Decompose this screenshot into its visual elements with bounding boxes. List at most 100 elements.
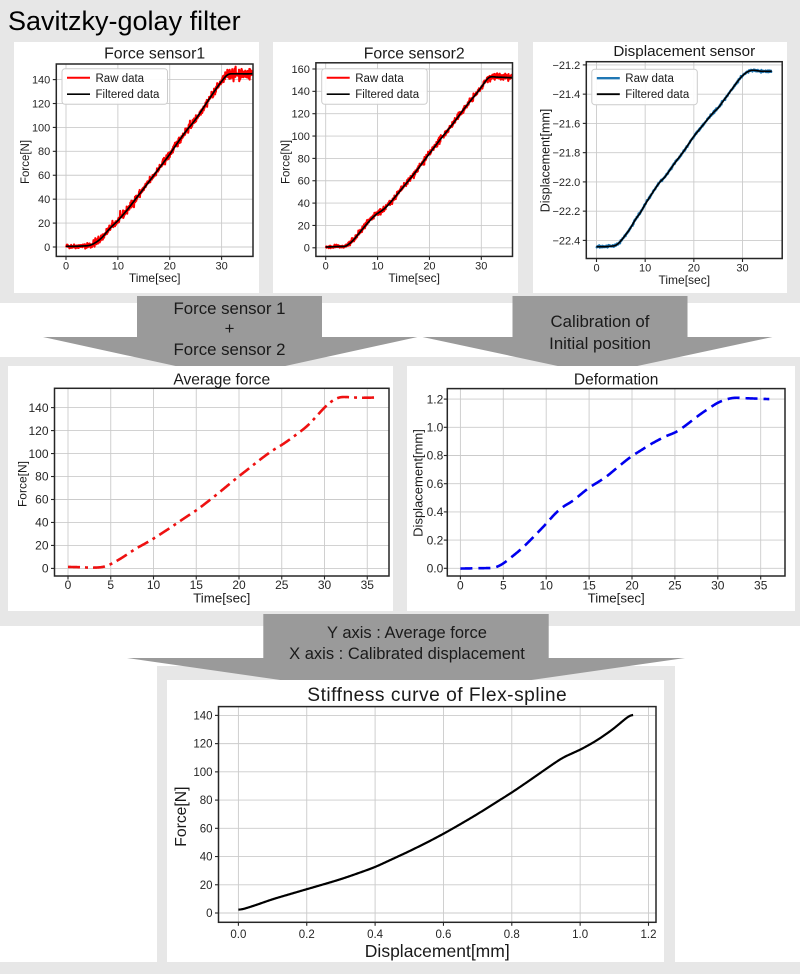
svg-text:Time[sec]: Time[sec] — [193, 591, 250, 606]
svg-text:80: 80 — [298, 153, 310, 165]
svg-text:10: 10 — [371, 260, 383, 272]
svg-text:0: 0 — [593, 262, 599, 274]
svg-text:40: 40 — [200, 852, 213, 864]
svg-text:140: 140 — [28, 401, 48, 415]
svg-text:120: 120 — [28, 424, 48, 438]
svg-text:0: 0 — [63, 260, 69, 272]
svg-text:0.2: 0.2 — [427, 533, 444, 547]
svg-text:20: 20 — [232, 578, 246, 592]
svg-text:25: 25 — [668, 579, 682, 593]
svg-text:0.0: 0.0 — [427, 562, 444, 576]
svg-text:140: 140 — [32, 74, 50, 86]
svg-text:35: 35 — [754, 579, 768, 593]
svg-text:160: 160 — [292, 64, 310, 76]
svg-text:Force[N]: Force[N] — [173, 787, 190, 847]
svg-text:−21.8: −21.8 — [552, 148, 580, 160]
svg-text:20: 20 — [164, 260, 176, 272]
svg-text:35: 35 — [361, 578, 375, 592]
svg-text:20: 20 — [688, 262, 700, 274]
svg-text:Force[N]: Force[N] — [20, 140, 32, 184]
svg-text:−21.2: −21.2 — [552, 60, 580, 72]
svg-text:−22.2: −22.2 — [552, 206, 580, 218]
svg-text:Raw data: Raw data — [355, 73, 404, 85]
svg-text:0.4: 0.4 — [427, 505, 444, 519]
svg-text:80: 80 — [200, 795, 213, 807]
svg-text:10: 10 — [540, 579, 554, 593]
svg-text:0.4: 0.4 — [367, 929, 384, 941]
svg-text:20: 20 — [423, 260, 435, 272]
svg-text:0.8: 0.8 — [427, 449, 444, 463]
svg-text:140: 140 — [193, 710, 212, 722]
svg-text:Time[sec]: Time[sec] — [129, 271, 181, 285]
svg-text:0.6: 0.6 — [435, 929, 451, 941]
svg-text:100: 100 — [292, 131, 310, 143]
svg-text:60: 60 — [298, 176, 310, 188]
svg-text:30: 30 — [215, 260, 227, 272]
svg-text:0: 0 — [42, 562, 49, 576]
svg-text:Stiffness curve of Flex-spline: Stiffness curve of Flex-spline — [307, 685, 567, 706]
svg-text:Filtered data: Filtered data — [355, 89, 420, 101]
svg-text:10: 10 — [147, 578, 161, 592]
svg-text:Time[sec]: Time[sec] — [658, 273, 710, 287]
svg-text:5: 5 — [107, 578, 114, 592]
svg-text:Force sensor1: Force sensor1 — [104, 46, 205, 63]
svg-text:15: 15 — [582, 579, 596, 593]
svg-text:20: 20 — [38, 218, 50, 230]
svg-text:30: 30 — [475, 260, 487, 272]
svg-text:0: 0 — [304, 243, 310, 255]
svg-text:100: 100 — [28, 447, 48, 461]
svg-text:30: 30 — [736, 262, 748, 274]
svg-text:Force sensor2: Force sensor2 — [364, 46, 465, 63]
svg-text:Deformation: Deformation — [574, 372, 658, 389]
svg-text:−22.0: −22.0 — [552, 177, 580, 189]
svg-text:15: 15 — [190, 578, 204, 592]
svg-text:Displacement sensor: Displacement sensor — [613, 43, 755, 60]
svg-text:Average force: Average force — [173, 372, 270, 389]
svg-text:0: 0 — [65, 578, 72, 592]
svg-text:10: 10 — [112, 260, 124, 272]
svg-text:30: 30 — [318, 578, 332, 592]
svg-text:−21.4: −21.4 — [552, 89, 580, 101]
svg-text:60: 60 — [35, 493, 49, 507]
svg-text:0.2: 0.2 — [299, 929, 315, 941]
svg-text:Displacement[mm]: Displacement[mm] — [365, 941, 510, 961]
svg-text:1.0: 1.0 — [427, 421, 444, 435]
svg-text:60: 60 — [200, 823, 213, 835]
svg-text:Raw data: Raw data — [96, 73, 145, 85]
svg-text:20: 20 — [625, 579, 639, 593]
svg-text:Time[sec]: Time[sec] — [588, 591, 645, 606]
svg-text:Filtered data: Filtered data — [96, 89, 161, 101]
svg-text:30: 30 — [711, 579, 725, 593]
svg-text:60: 60 — [38, 170, 50, 182]
svg-text:140: 140 — [292, 86, 310, 98]
svg-text:Time[sec]: Time[sec] — [388, 271, 440, 285]
svg-text:20: 20 — [298, 220, 310, 232]
svg-text:0: 0 — [206, 908, 212, 920]
svg-text:80: 80 — [38, 146, 50, 158]
svg-text:Filtered data: Filtered data — [625, 89, 690, 101]
svg-text:20: 20 — [35, 539, 49, 553]
svg-text:Displacement[mm]: Displacement[mm] — [539, 109, 553, 213]
svg-text:120: 120 — [32, 98, 50, 110]
svg-text:Force[N]: Force[N] — [281, 140, 293, 184]
svg-text:100: 100 — [32, 122, 50, 134]
svg-text:0: 0 — [44, 242, 50, 254]
svg-text:5: 5 — [500, 579, 507, 593]
svg-text:40: 40 — [35, 516, 49, 530]
svg-text:20: 20 — [200, 880, 213, 892]
svg-text:Force[N]: Force[N] — [15, 461, 29, 507]
svg-text:−22.4: −22.4 — [552, 235, 580, 247]
svg-text:1.2: 1.2 — [427, 392, 444, 406]
svg-text:1.0: 1.0 — [572, 929, 588, 941]
svg-text:80: 80 — [35, 470, 49, 484]
svg-text:120: 120 — [193, 739, 212, 751]
svg-text:10: 10 — [639, 262, 651, 274]
svg-text:40: 40 — [38, 194, 50, 206]
svg-text:40: 40 — [298, 198, 310, 210]
svg-text:0.6: 0.6 — [427, 477, 444, 491]
svg-text:1.2: 1.2 — [641, 929, 657, 941]
svg-text:−21.6: −21.6 — [552, 118, 580, 130]
svg-text:0: 0 — [457, 579, 464, 593]
svg-text:Raw data: Raw data — [625, 73, 674, 85]
svg-text:0.8: 0.8 — [504, 929, 520, 941]
